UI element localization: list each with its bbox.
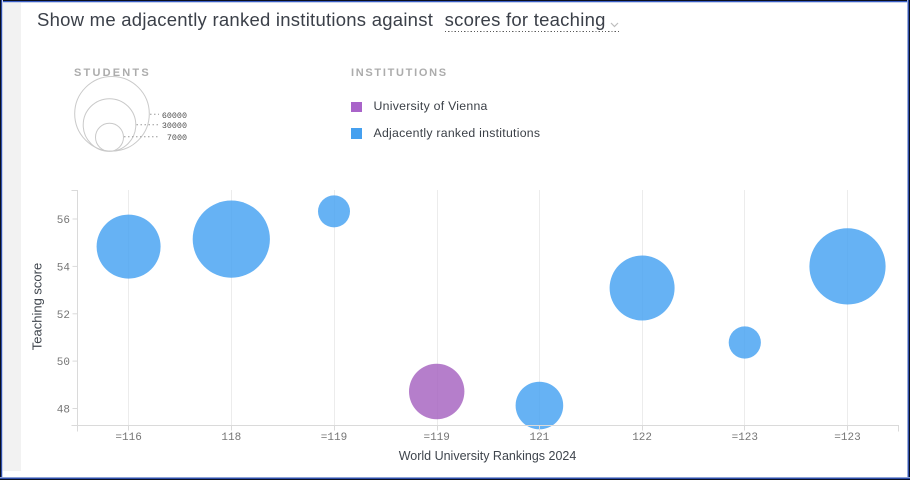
svg-text:121: 121 (529, 432, 549, 444)
svg-text:=119: =119 (423, 432, 449, 444)
svg-text:50: 50 (57, 357, 70, 369)
svg-text:52: 52 (57, 310, 70, 322)
svg-text:=123: =123 (834, 432, 860, 444)
svg-text:56: 56 (57, 215, 70, 227)
svg-text:118: 118 (221, 432, 241, 444)
svg-text:122: 122 (632, 432, 652, 444)
svg-text:48: 48 (57, 405, 70, 417)
svg-text:=123: =123 (732, 432, 758, 444)
svg-text:=116: =116 (115, 432, 141, 444)
svg-text:=119: =119 (321, 432, 347, 444)
svg-text:54: 54 (57, 262, 71, 274)
